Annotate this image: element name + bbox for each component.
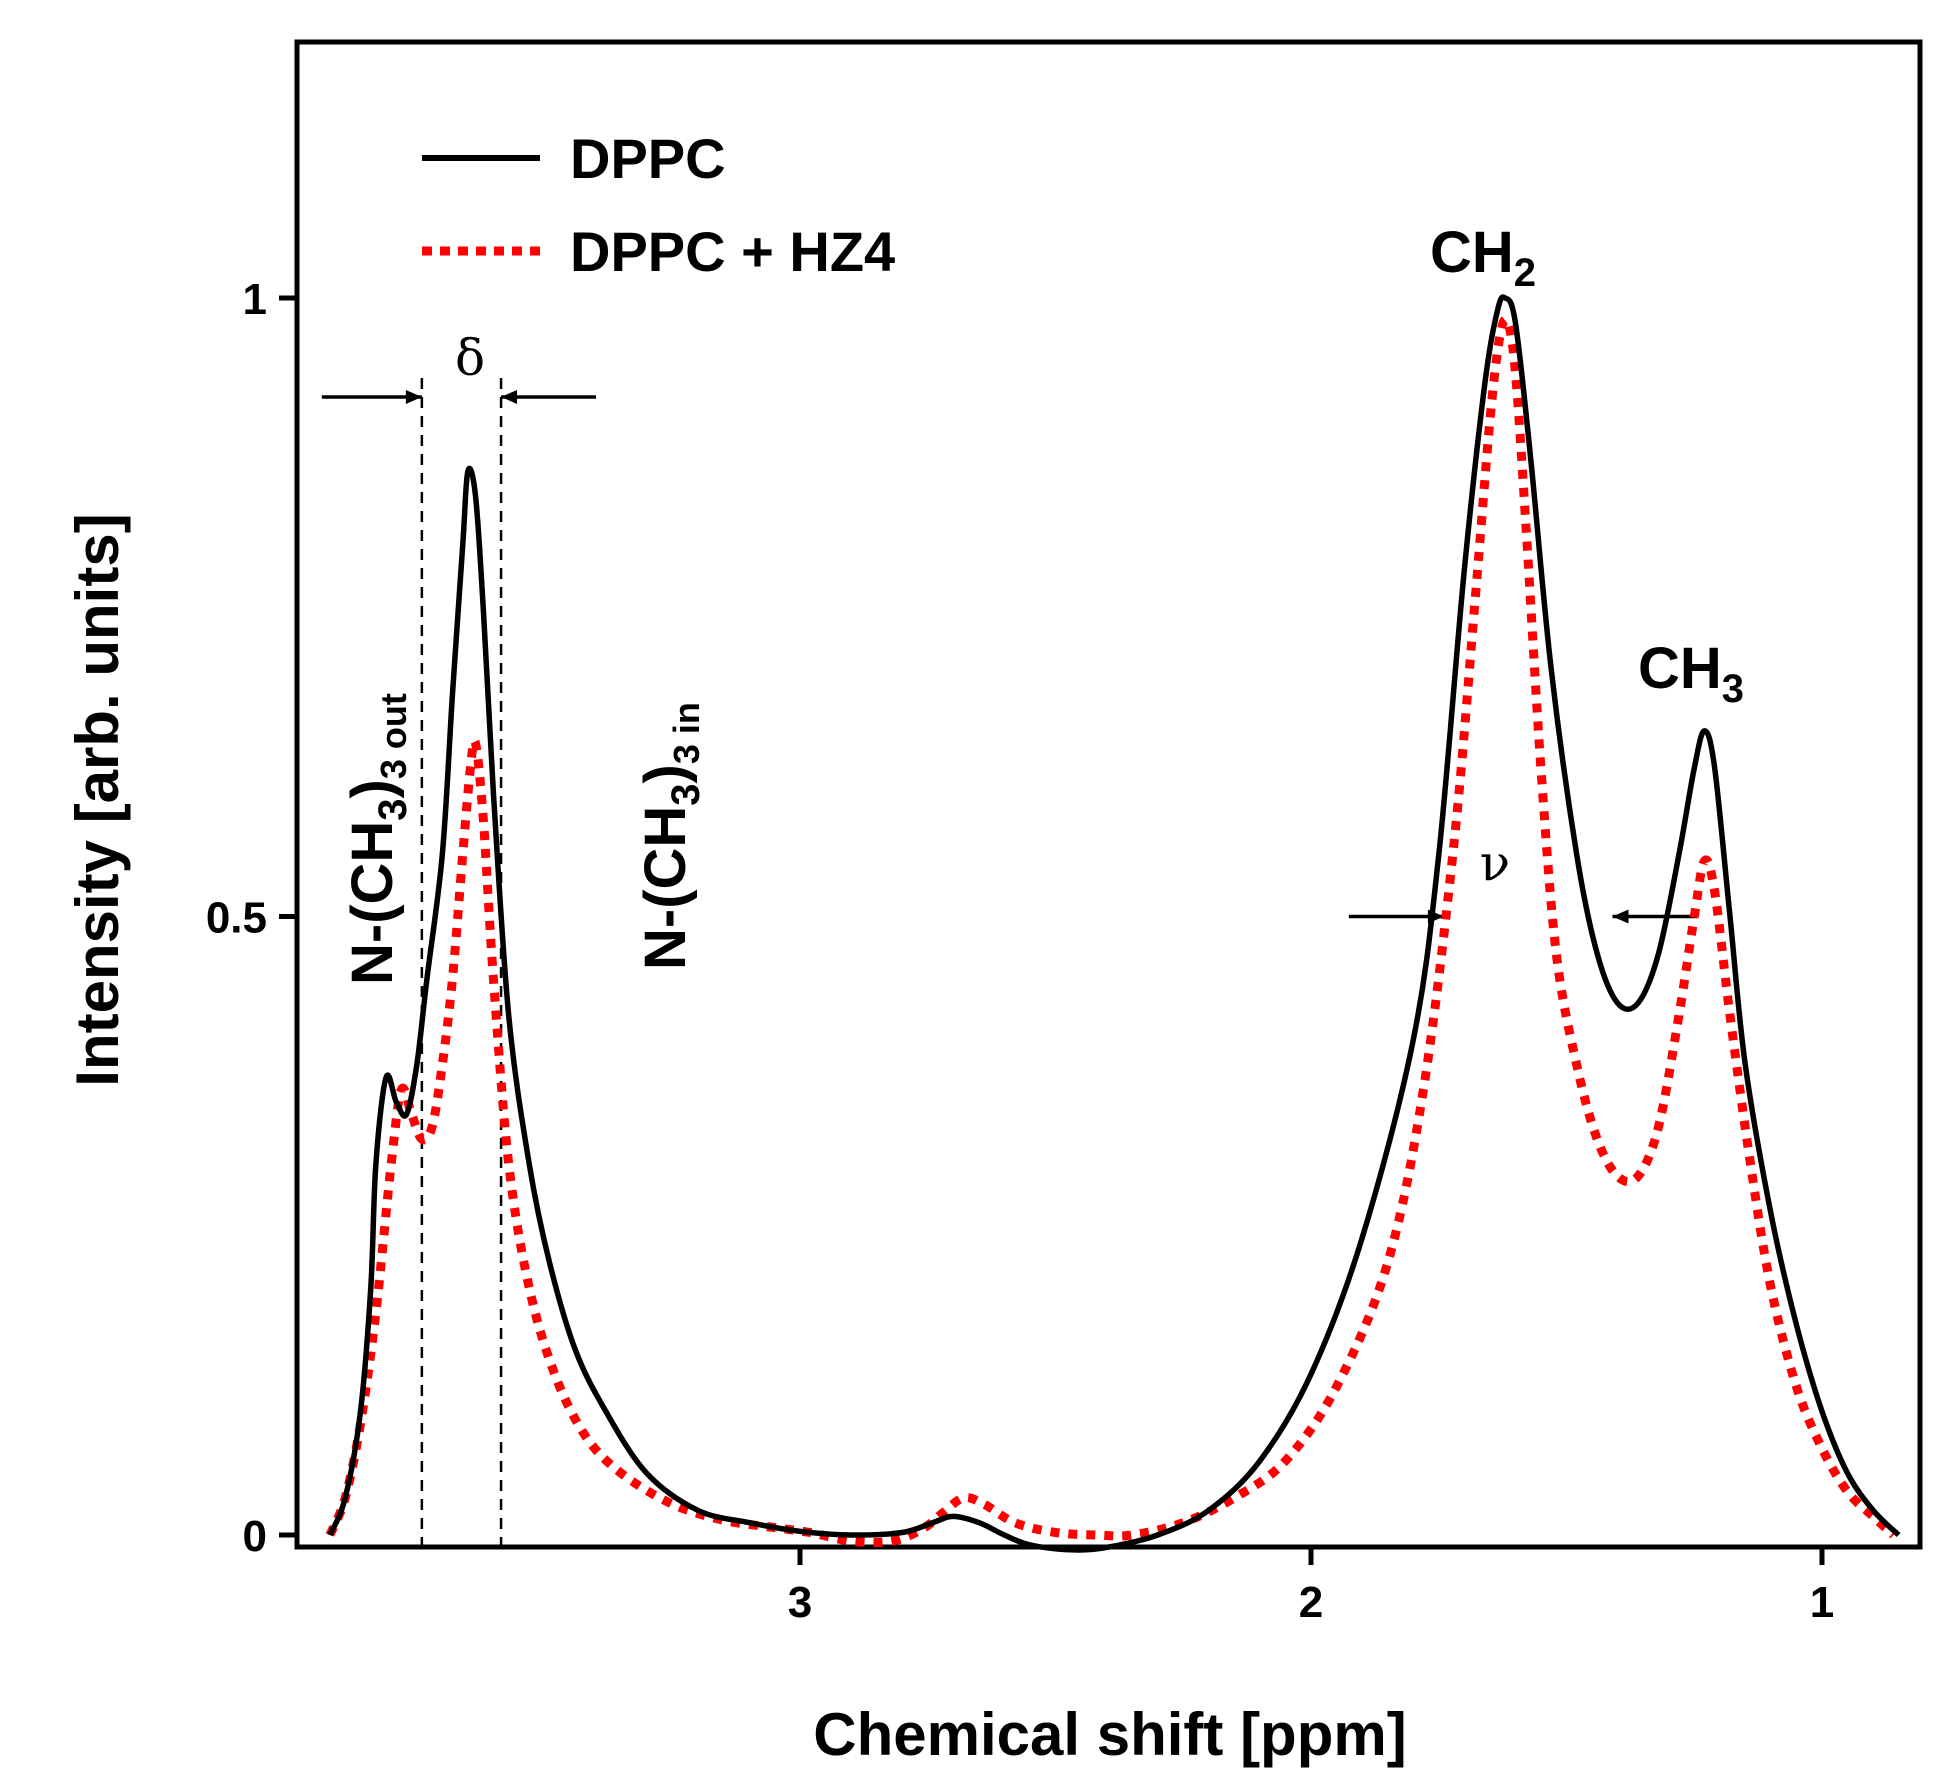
- delta-arrow-right-head: [501, 389, 518, 404]
- series-dppc-line: [327, 294, 1901, 1553]
- peak-label-ch2-main: CH: [1430, 220, 1514, 285]
- legend-label-dppc: DPPC: [570, 127, 726, 190]
- peak-label-n-out-sub: 3: [371, 798, 415, 820]
- peak-label-ch2-sub: 2: [1514, 251, 1536, 295]
- peak-label-n-out-close: ): [340, 779, 405, 798]
- guide-lines: [321, 378, 1698, 1548]
- delta-arrow-left-head: [405, 389, 422, 404]
- peak-label-n-in-close: ): [633, 764, 698, 783]
- y-tick-label: 1: [243, 275, 267, 324]
- data-series: [325, 294, 1901, 1553]
- peak-label-n-out-main: N-(CH: [340, 821, 405, 985]
- peak-label-ch3-sub: 3: [1722, 667, 1744, 711]
- peak-label-ch3-main: CH: [1638, 636, 1722, 701]
- series-dppc-hz4-line: [325, 315, 1897, 1547]
- x-axis-title: Chemical shift [ppm]: [813, 1701, 1406, 1768]
- x-tick-label: 3: [788, 1578, 812, 1627]
- peak-label-n-in: N-(CH3)3 in: [633, 702, 708, 970]
- y-tick-label: 0: [243, 1512, 267, 1561]
- peak-label-ch3: CH3: [1638, 636, 1744, 711]
- y-axis-title: Intensity [arb. units]: [64, 513, 131, 1086]
- peak-label-n-in-main: N-(CH: [633, 806, 698, 970]
- x-tick-label: 1: [1810, 1578, 1834, 1627]
- nu-symbol: ν: [1480, 834, 1510, 892]
- y-tick-label: 0.5: [206, 894, 267, 943]
- peak-label-ch2: CH2: [1430, 220, 1536, 295]
- x-ticks: 3 2 1: [788, 1547, 1834, 1627]
- legend-label-dppc-hz4: DPPC + HZ4: [570, 220, 895, 283]
- peak-label-n-out-sub2: 3 out: [373, 693, 414, 779]
- x-tick-label: 2: [1299, 1578, 1323, 1627]
- nu-arrow-right-head: [1612, 909, 1629, 924]
- peak-label-n-out: N-(CH3)3 out: [340, 693, 415, 985]
- peak-label-n-in-sub2: 3 in: [666, 702, 707, 764]
- y-ticks: 00.51: [206, 275, 297, 1561]
- delta-symbol: δ: [455, 329, 485, 387]
- legend: DPPC DPPC + HZ4: [422, 127, 895, 283]
- peak-label-n-in-sub: 3: [664, 783, 708, 805]
